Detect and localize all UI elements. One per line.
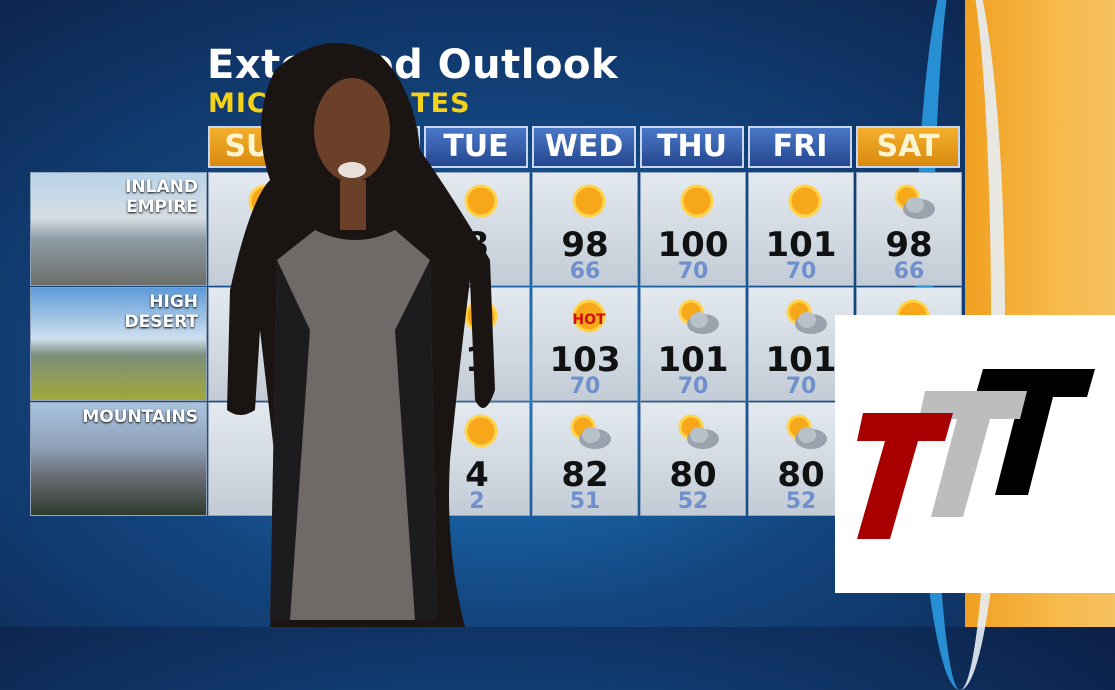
high-temp: 98 <box>561 225 609 265</box>
high-temp: 101 <box>765 225 837 265</box>
forecast-cell: HOT 103 70 <box>532 287 638 401</box>
forecast-cell: 101 70 <box>640 287 746 401</box>
partly-cloudy-icon <box>570 414 611 449</box>
forecast-cell: 82 51 <box>532 402 638 516</box>
high-temp: 101 <box>657 340 729 380</box>
day-header-thu: THU <box>640 126 744 168</box>
region-label-line2: DESERT <box>124 312 198 332</box>
low-temp: 70 <box>785 374 817 399</box>
low-temp: 66 <box>569 259 601 284</box>
low-temp: 52 <box>785 489 817 514</box>
hot-sun-icon: HOT <box>572 299 606 333</box>
low-temp: 2 <box>469 489 485 514</box>
high-temp: 4 <box>465 455 489 495</box>
region-label-line1: HIGH <box>149 292 198 312</box>
region-label-line1: INLAND <box>125 177 198 197</box>
sun-icon <box>464 414 498 448</box>
sun-icon <box>788 184 822 218</box>
forecast-cell: 98 66 <box>532 172 638 286</box>
region-label: MOUNTAINS <box>82 407 198 427</box>
day-header-wed: WED <box>532 126 636 168</box>
high-temp: 98 <box>885 225 933 265</box>
low-temp: 70 <box>677 374 709 399</box>
high-temp: 103 <box>549 340 621 380</box>
forecast-cell: 80 52 <box>640 402 746 516</box>
region-label-line2: MOUNTAINS <box>82 407 198 427</box>
low-temp: 70 <box>569 374 601 399</box>
day-header-sat: SAT <box>856 126 960 168</box>
day-header-tue: TUE <box>424 126 528 168</box>
region-image: INLAND EMPIRE <box>30 172 207 286</box>
forecast-cell: 98 66 <box>856 172 962 286</box>
forecast-cell: 101 70 <box>748 287 854 401</box>
partly-cloudy-icon <box>678 299 719 334</box>
region-image: HIGH DESERT <box>30 287 207 401</box>
presenter <box>227 43 495 627</box>
partly-cloudy-icon <box>786 414 827 449</box>
partly-cloudy-icon <box>894 184 935 219</box>
forecast-cell: 100 70 <box>640 172 746 286</box>
low-temp: 66 <box>893 259 925 284</box>
high-temp: 82 <box>561 455 609 495</box>
partly-cloudy-icon <box>786 299 827 334</box>
sun-icon <box>680 184 714 218</box>
high-temp: 80 <box>777 455 825 495</box>
low-temp: 51 <box>569 489 601 514</box>
low-temp: 52 <box>677 489 709 514</box>
high-temp: 80 <box>669 455 717 495</box>
high-temp: 100 <box>657 225 729 265</box>
channel-logo <box>835 315 1115 593</box>
sun-icon <box>572 184 606 218</box>
high-temp: 101 <box>765 340 837 380</box>
forecast-cell: 101 70 <box>748 172 854 286</box>
region-label: HIGH DESERT <box>124 292 198 332</box>
ttt-logo-icon <box>857 369 1095 539</box>
day-header-fri: FRI <box>748 126 852 168</box>
sun-icon <box>464 184 498 218</box>
low-temp: 70 <box>677 259 709 284</box>
region-label-line2: EMPIRE <box>125 197 198 217</box>
region-image: MOUNTAINS <box>30 402 207 516</box>
hot-badge: HOT <box>572 312 606 328</box>
region-label: INLAND EMPIRE <box>125 177 198 217</box>
partly-cloudy-icon <box>678 414 719 449</box>
low-temp: 70 <box>785 259 817 284</box>
